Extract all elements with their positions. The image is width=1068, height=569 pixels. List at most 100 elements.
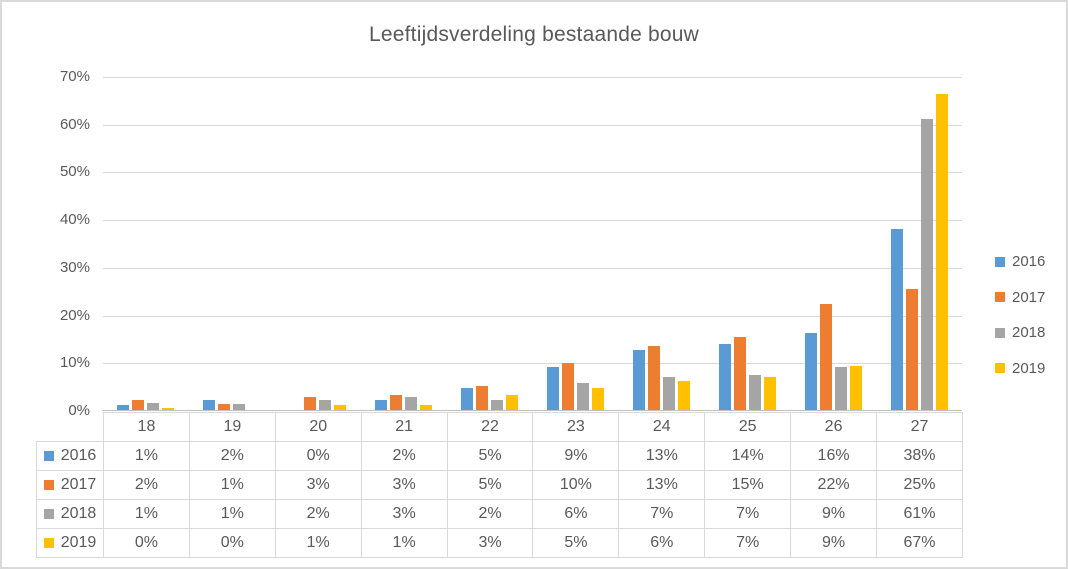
table-value-cell: 15% xyxy=(704,470,792,500)
table-category-header: 19 xyxy=(188,412,276,442)
bar-2016-age-21 xyxy=(375,399,388,410)
table-value-cell: 14% xyxy=(704,441,792,471)
table-category-header: 24 xyxy=(618,412,706,442)
table-value-cell: 25% xyxy=(876,470,963,500)
table-row-2017: 2017 2% 1% 3% 3% 5% 10% 13% 15% 22% 25% xyxy=(36,470,963,500)
plot-area xyxy=(103,77,962,411)
table-value-cell: 0% xyxy=(103,528,190,558)
table-row-label: 2016 xyxy=(60,447,97,464)
bar-2016-age-23 xyxy=(546,366,559,410)
table-value-cell: 16% xyxy=(790,441,878,471)
table-value-cell: 6% xyxy=(532,499,620,529)
table-value-cell: 5% xyxy=(446,470,534,500)
y-tick-label: 50% xyxy=(59,163,90,181)
gridline xyxy=(103,315,962,317)
bar-2017-age-19 xyxy=(218,404,231,410)
legend-swatch-icon xyxy=(995,327,1005,338)
legend-label: 2018 xyxy=(1012,324,1046,342)
table-row-label-cell: 2017 xyxy=(36,470,104,500)
table-category-header: 27 xyxy=(876,412,963,442)
bar-2018-age-27 xyxy=(920,119,933,410)
table-value-cell: 2% xyxy=(103,470,190,500)
legend-swatch-icon xyxy=(995,363,1005,374)
bar-2017-age-25 xyxy=(733,337,746,410)
legend-item-2016: 2016 xyxy=(995,244,1045,280)
legend-item-2017: 2017 xyxy=(995,280,1045,316)
bar-2018-age-26 xyxy=(834,367,847,410)
gridline xyxy=(103,77,962,78)
table-value-cell: 2% xyxy=(188,441,276,471)
bar-2016-age-18 xyxy=(117,405,130,410)
gridline xyxy=(103,124,962,126)
table-value-cell: 13% xyxy=(618,470,706,500)
table-category-header: 21 xyxy=(360,412,448,442)
bar-2019-age-22 xyxy=(506,394,519,410)
legend-item-2019: 2019 xyxy=(995,351,1045,387)
bar-2018-age-18 xyxy=(147,403,160,410)
table-row-label: 2019 xyxy=(60,534,97,551)
table-value-cell: 22% xyxy=(790,470,878,500)
table-value-cell: 7% xyxy=(704,499,792,529)
bar-2017-age-22 xyxy=(476,385,489,410)
table-header-row: 18 19 20 21 22 23 24 25 26 27 xyxy=(37,412,963,442)
bar-2018-age-25 xyxy=(748,374,761,410)
table-value-cell: 2% xyxy=(446,499,534,529)
legend: 2016 2017 2018 2019 xyxy=(995,244,1045,386)
gridline xyxy=(103,172,962,174)
table-value-cell: 9% xyxy=(790,528,878,558)
table-value-cell: 6% xyxy=(618,528,706,558)
table-value-cell: 5% xyxy=(532,528,620,558)
bar-2017-age-20 xyxy=(304,396,317,410)
legend-label: 2017 xyxy=(1012,288,1046,306)
legend-label: 2016 xyxy=(1012,253,1046,271)
table-value-cell: 9% xyxy=(790,499,878,529)
bar-2016-age-27 xyxy=(890,228,903,410)
table-value-cell: 7% xyxy=(704,528,792,558)
chart-title: Leeftijdsverdeling bestaande bouw xyxy=(369,23,699,46)
table-category-header: 25 xyxy=(704,412,792,442)
series-swatch-icon xyxy=(43,480,54,490)
bar-2016-age-19 xyxy=(203,400,216,410)
bar-2018-age-21 xyxy=(405,397,418,410)
y-tick-label: 30% xyxy=(59,258,90,276)
legend-item-2018: 2018 xyxy=(995,315,1045,351)
y-tick-label: 60% xyxy=(59,115,90,133)
table-row-label-cell: 2019 xyxy=(36,528,104,558)
table-value-cell: 2% xyxy=(274,499,362,529)
data-table: 18 19 20 21 22 23 24 25 26 27 2016 1% 2% 0% 2% 5% 9% 13% 1… xyxy=(36,412,963,558)
y-tick-label: 20% xyxy=(59,306,90,324)
table-value-cell: 38% xyxy=(876,441,963,471)
table-value-cell: 7% xyxy=(618,499,706,529)
table-value-cell: 13% xyxy=(618,441,706,471)
table-value-cell: 5% xyxy=(446,441,534,471)
table-value-cell: 1% xyxy=(188,470,276,500)
y-tick-label: 10% xyxy=(59,354,90,372)
table-row-label: 2018 xyxy=(60,505,97,522)
table-value-cell: 3% xyxy=(360,499,448,529)
bar-2018-age-20 xyxy=(319,399,332,410)
table-value-cell: 61% xyxy=(876,499,963,529)
table-value-cell: 67% xyxy=(876,528,963,558)
table-value-cell: 10% xyxy=(532,470,620,500)
legend-swatch-icon xyxy=(995,292,1005,303)
gridline xyxy=(103,220,962,222)
gridline xyxy=(103,363,962,365)
series-swatch-icon xyxy=(43,509,54,519)
bar-2019-age-21 xyxy=(420,405,433,410)
bar-2016-age-26 xyxy=(804,332,817,410)
table-category-header: 22 xyxy=(446,412,534,442)
bar-2017-age-21 xyxy=(390,395,403,410)
bar-2019-age-27 xyxy=(935,93,948,410)
bar-2017-age-24 xyxy=(647,345,660,410)
bar-2017-age-27 xyxy=(905,288,918,410)
legend-swatch-icon xyxy=(995,256,1005,267)
y-tick-label: 0% xyxy=(68,402,90,419)
table-value-cell: 1% xyxy=(360,528,448,558)
y-tick-label: 70% xyxy=(59,68,90,85)
bar-2016-age-25 xyxy=(718,344,731,410)
table-value-cell: 1% xyxy=(103,499,190,529)
table-value-cell: 2% xyxy=(360,441,448,471)
series-swatch-icon xyxy=(43,451,54,461)
table-value-cell: 1% xyxy=(274,528,362,558)
table-category-header: 20 xyxy=(274,412,362,442)
